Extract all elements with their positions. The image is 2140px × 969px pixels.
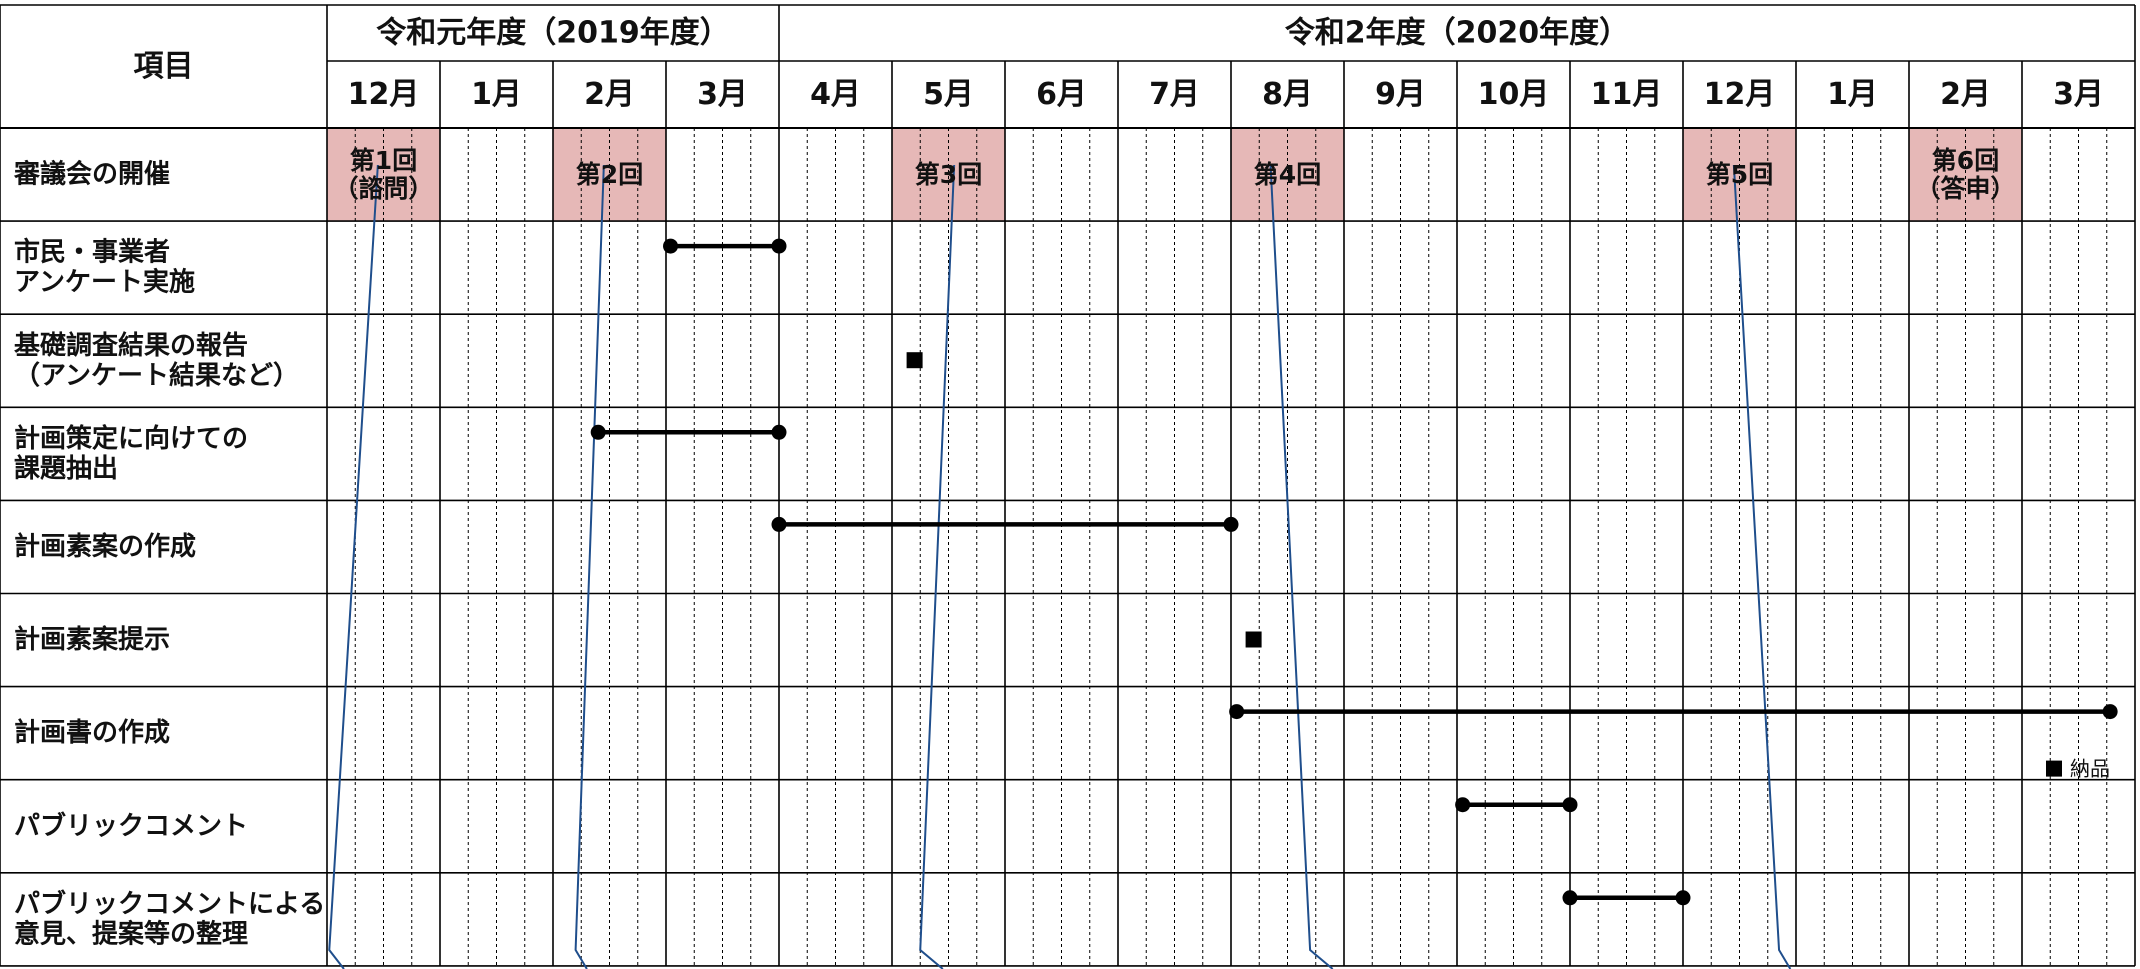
month-header: 4月: [810, 77, 861, 112]
month-header: 2月: [584, 77, 635, 112]
month-header: 7月: [1149, 77, 1200, 112]
month-header: 3月: [2053, 77, 2104, 112]
row-label: 市民・事業者: [14, 237, 170, 268]
bar-start-dot: [1562, 890, 1578, 906]
row-label: 計画素案の作成: [14, 531, 196, 562]
bar-start-dot: [663, 238, 679, 254]
row-label: 基礎調査結果の報告: [14, 330, 248, 361]
meeting-label: 第2回: [576, 160, 643, 189]
meeting-label: 第5回: [1706, 160, 1773, 189]
row-label: （アンケート結果など）: [14, 360, 299, 391]
bar-end-dot: [1223, 516, 1239, 532]
month-header: 6月: [1036, 77, 1087, 112]
meeting-label: （諮問）: [333, 174, 433, 203]
bar-start-dot: [1455, 797, 1471, 813]
bar-start-dot: [771, 516, 787, 532]
month-header: 2月: [1940, 77, 1991, 112]
fiscal-year-header: 令和元年度（2019年度）: [376, 16, 730, 51]
legend-label: 納品: [2070, 757, 2110, 781]
bar-start-dot: [1229, 704, 1245, 720]
bar-end-dot: [1675, 890, 1691, 906]
meeting-label: 第3回: [915, 160, 982, 189]
row-label: 意見、提案等の整理: [14, 918, 248, 949]
meeting-label: 第1回: [350, 146, 417, 175]
flow-line: [328, 164, 379, 969]
meeting-cell: [1909, 128, 2022, 222]
month-header: 12月: [1704, 77, 1776, 112]
row-label: アンケート実施: [14, 267, 195, 298]
meeting-label: 第4回: [1254, 160, 1321, 189]
month-header: 8月: [1262, 77, 1313, 112]
row-label: 計画書の作成: [14, 717, 170, 748]
bar-end-dot: [771, 238, 787, 254]
row-label: 計画策定に向けての: [14, 423, 248, 454]
meeting-cell: [327, 128, 440, 222]
meeting-label: 第6回: [1932, 146, 1999, 175]
meeting-label: （答申）: [1915, 174, 2015, 203]
meeting-cell: [892, 128, 1005, 222]
meeting-cell: [1231, 128, 1344, 222]
month-header: 3月: [697, 77, 748, 112]
flow-line: [919, 164, 956, 969]
bar-end-dot: [1562, 797, 1578, 813]
flow-line: [574, 164, 605, 969]
meeting-cell: [553, 128, 666, 222]
month-header: 1月: [1827, 77, 1878, 112]
month-header: 12月: [348, 77, 420, 112]
month-header: 10月: [1478, 77, 1550, 112]
month-header: 9月: [1375, 77, 1426, 112]
bar-end-dot: [2102, 704, 2118, 720]
row-label: パブリックコメント: [14, 810, 248, 841]
month-header: 5月: [923, 77, 974, 112]
legend-marker: [2046, 760, 2062, 777]
milestone-marker: [1245, 631, 1262, 648]
flow-line: [1732, 164, 1792, 969]
bar-end-dot: [771, 424, 787, 440]
row-label: パブリックコメントによる: [14, 888, 325, 919]
bar-start-dot: [590, 424, 606, 440]
fiscal-year-header: 令和2年度（2020年度）: [1285, 16, 1629, 51]
flow-line: [1269, 164, 1334, 969]
month-header: 11月: [1591, 77, 1663, 112]
month-header: 1月: [471, 77, 522, 112]
item-column-header: 項目: [134, 49, 194, 84]
milestone-marker: [906, 352, 923, 369]
row-label: 審議会の開催: [13, 159, 170, 190]
row-label: 計画素案提示: [14, 624, 170, 655]
row-label: 課題抽出: [14, 453, 118, 484]
meeting-cell: [1683, 128, 1796, 222]
